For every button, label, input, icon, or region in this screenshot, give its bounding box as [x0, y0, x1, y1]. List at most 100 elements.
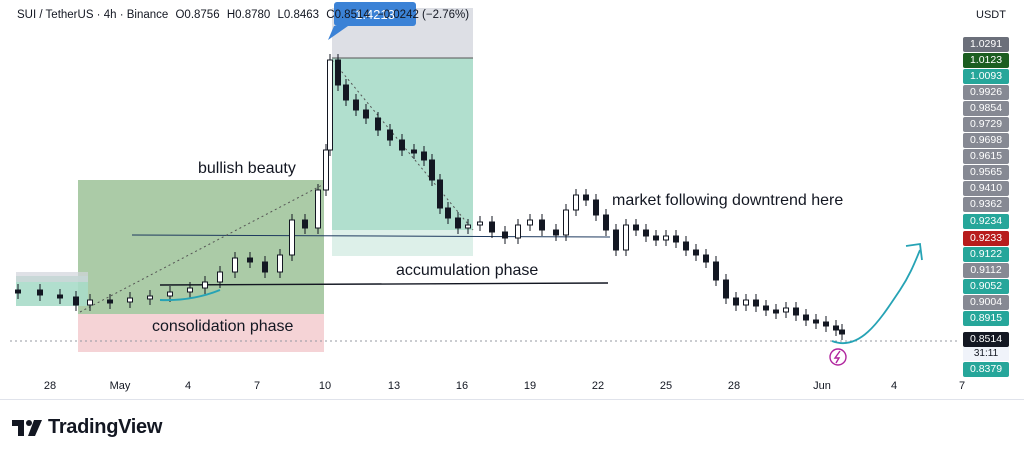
candle-body: [803, 314, 809, 321]
candle-body: [335, 59, 341, 86]
trend-dotted-line: [79, 181, 329, 313]
annotation-accumulation: accumulation phase: [396, 262, 539, 279]
price-tag: 0.8514: [963, 332, 1009, 347]
candle-body: [633, 224, 639, 231]
candle-body: [387, 129, 393, 141]
price-tag: 0.9122: [963, 247, 1009, 262]
candle-body: [315, 189, 321, 229]
candle-body: [723, 279, 729, 299]
time-tick: 16: [455, 380, 469, 392]
candle-body: [343, 84, 349, 101]
candle-body: [465, 224, 471, 229]
candle-body: [167, 291, 173, 297]
symbol-title: SUI / TetherUS · 4h · Binance: [17, 9, 169, 21]
tradingview-brand: TradingView: [48, 416, 163, 438]
candle-body: [563, 209, 569, 236]
price-tag: 0.9698: [963, 133, 1009, 148]
candle-body: [327, 59, 333, 151]
candle-body: [147, 295, 153, 300]
time-tick: 19: [523, 380, 537, 392]
price-tag: 1.0123: [963, 53, 1009, 68]
price-tag: 0.9112: [963, 263, 1009, 278]
projection-arrowhead: [905, 242, 923, 261]
candle-body: [743, 299, 749, 306]
candle-body: [573, 194, 579, 211]
candle-body: [593, 199, 599, 216]
candle-body: [813, 319, 819, 324]
candle-body: [703, 254, 709, 263]
candle-body: [445, 207, 451, 219]
time-tick: May: [109, 380, 131, 392]
candle-body: [553, 229, 559, 236]
measure-badge-box: [334, 2, 416, 26]
candle-body: [763, 305, 769, 311]
time-tick: 10: [318, 380, 332, 392]
measure-badge-pointer: [328, 26, 348, 40]
candle-body: [429, 159, 435, 181]
tradingview-logo[interactable]: TradingView: [12, 416, 162, 439]
price-tag: 0.9234: [963, 214, 1009, 229]
candle-body: [411, 149, 417, 154]
time-tick: 28: [727, 380, 741, 392]
candle-body: [323, 149, 329, 191]
price-tag: 0.9362: [963, 197, 1009, 212]
candle-body: [477, 221, 483, 226]
candle-body: [583, 194, 589, 201]
time-tick: 13: [387, 380, 401, 392]
open-value: O0.8756: [175, 9, 220, 21]
candle-body: [663, 235, 669, 241]
candle-body: [753, 299, 759, 307]
candle-body: [527, 219, 533, 226]
candle-body: [437, 179, 443, 209]
time-tick: 22: [591, 380, 605, 392]
candle-body: [603, 214, 609, 231]
candle-body: [613, 229, 619, 251]
price-tag: 1.0093: [963, 69, 1009, 84]
price-tag: 0.9233: [963, 231, 1009, 246]
candle-body: [277, 254, 283, 273]
candle-body: [37, 289, 43, 296]
early-range-top: [16, 272, 88, 282]
candle-body: [187, 287, 193, 293]
change-value: −0.0242 (−2.76%): [376, 9, 470, 21]
measure-badge-text: 1.4213: [355, 7, 395, 22]
support-line: [159, 282, 609, 286]
candle-body: [489, 221, 495, 233]
support-underline-curve: [159, 289, 221, 302]
price-tag: 0.9410: [963, 181, 1009, 196]
price-tag: 0.9004: [963, 295, 1009, 310]
time-tick: 25: [659, 380, 673, 392]
candle-body: [375, 117, 381, 131]
high-value: H0.8780: [226, 9, 271, 21]
candle-body: [399, 139, 405, 151]
candle-body: [302, 219, 308, 229]
candle-body: [421, 151, 427, 161]
price-chart[interactable]: 1.4213: [0, 0, 1024, 400]
alert-icon-bolt: [833, 350, 841, 364]
candle-body: [539, 219, 545, 231]
candle-body: [733, 297, 739, 306]
candle-body: [262, 261, 268, 273]
price-tag: 0.9854: [963, 101, 1009, 116]
candle-body: [515, 224, 521, 239]
currency-label[interactable]: USDT: [976, 9, 1006, 21]
candle-body: [793, 307, 799, 316]
price-tag: 0.9729: [963, 117, 1009, 132]
candle-body: [833, 325, 839, 331]
candle-body: [693, 249, 699, 256]
candle-body: [87, 299, 93, 306]
resistance-line: [131, 234, 611, 238]
price-tag: 0.9615: [963, 149, 1009, 164]
candle-body: [502, 231, 508, 239]
candle-body: [653, 235, 659, 241]
candle-body: [127, 297, 133, 303]
symbol-header[interactable]: SUI / TetherUS · 4h · Binance O0.8756 H0…: [17, 9, 473, 21]
low-value: L0.8463: [277, 9, 320, 21]
price-tag: 0.8915: [963, 311, 1009, 326]
chart-area[interactable]: 1.4213 SUI / TetherUS · 4h · Binance O0.…: [0, 0, 1024, 400]
time-tick: Jun: [813, 380, 831, 392]
candle-body: [773, 309, 779, 314]
price-tag: 0.9926: [963, 85, 1009, 100]
price-tag: 0.9052: [963, 279, 1009, 294]
candle-body: [202, 281, 208, 289]
